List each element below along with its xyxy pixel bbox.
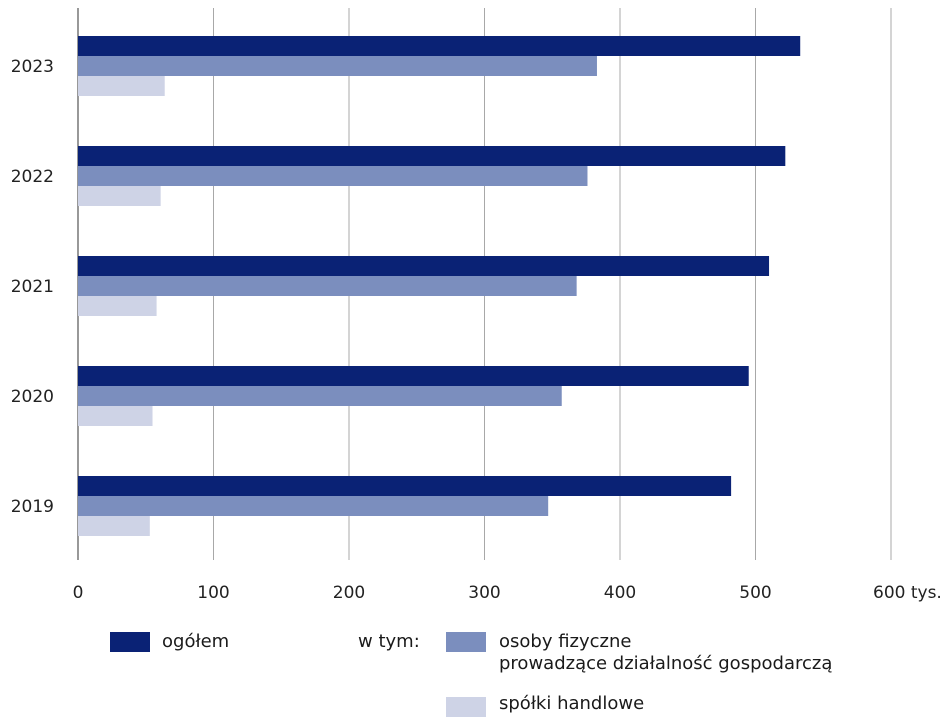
bar-2019-series-1 bbox=[78, 496, 549, 516]
x-tick-label: 200 bbox=[333, 583, 365, 603]
bar-2023-series-0 bbox=[78, 36, 801, 56]
x-tick-label: 400 bbox=[604, 583, 636, 603]
bar-2022-series-2 bbox=[78, 186, 161, 206]
bar-2020-series-1 bbox=[78, 386, 562, 406]
bar-2021-series-2 bbox=[78, 296, 157, 316]
y-category-label: 2022 bbox=[11, 167, 54, 187]
gridlines bbox=[77, 8, 892, 560]
x-tick-label: 500 bbox=[739, 583, 771, 603]
x-axis-labels: 0 100 200 300 400 500 600 tys. bbox=[73, 583, 942, 603]
bar-2020-series-2 bbox=[78, 406, 153, 426]
bar-2020-series-0 bbox=[78, 366, 749, 386]
bar-2022-series-0 bbox=[78, 146, 786, 166]
bar-2019-series-0 bbox=[78, 476, 732, 496]
y-category-label: 2020 bbox=[11, 387, 54, 407]
bar-2019-series-2 bbox=[78, 516, 150, 536]
bars bbox=[78, 36, 801, 536]
bar-2021-series-0 bbox=[78, 256, 770, 276]
x-tick-label: 600 tys. bbox=[873, 583, 942, 603]
bar-2021-series-1 bbox=[78, 276, 577, 296]
bar-2023-series-2 bbox=[78, 76, 165, 96]
x-tick-label: 100 bbox=[197, 583, 229, 603]
bar-2022-series-1 bbox=[78, 166, 588, 186]
y-axis-labels: 2023 2022 2021 2020 2019 bbox=[11, 57, 54, 517]
bar-2023-series-1 bbox=[78, 56, 597, 76]
y-category-label: 2023 bbox=[11, 57, 54, 77]
y-category-label: 2019 bbox=[11, 497, 54, 517]
x-tick-label: 0 bbox=[73, 583, 84, 603]
x-tick-label: 300 bbox=[468, 583, 500, 603]
y-category-label: 2021 bbox=[11, 277, 54, 297]
